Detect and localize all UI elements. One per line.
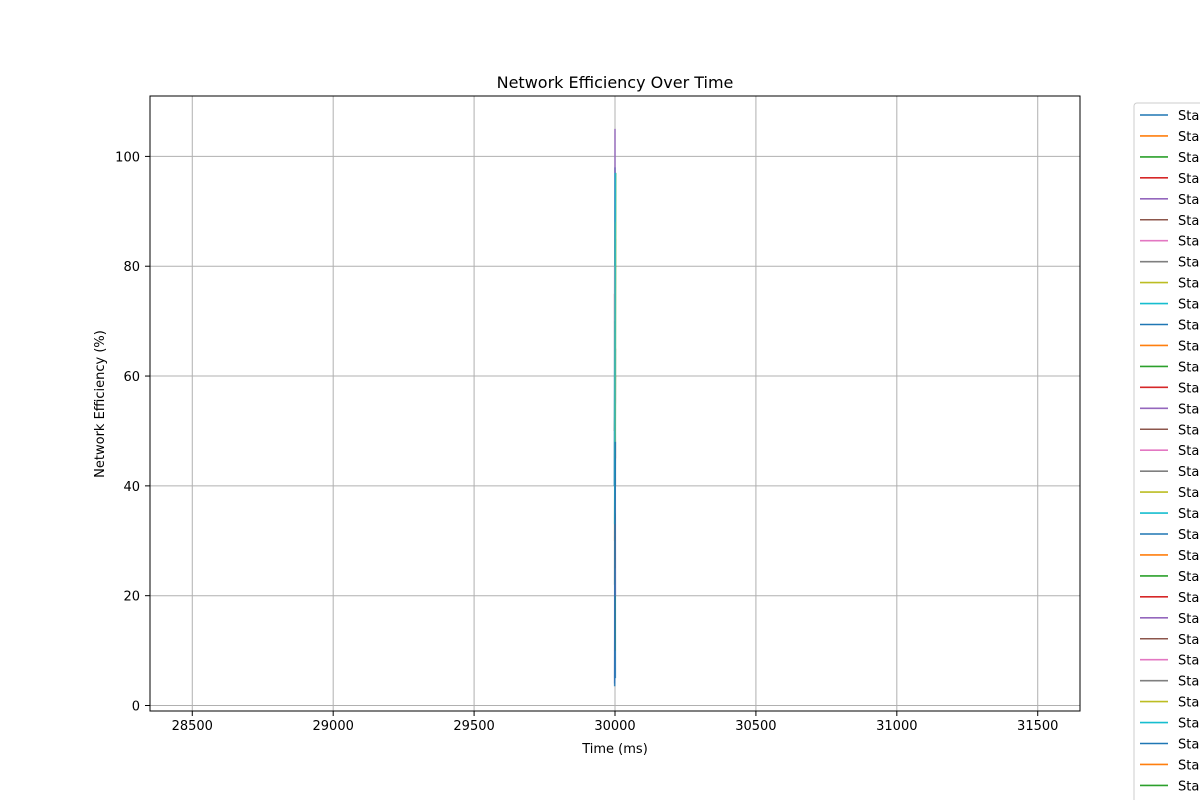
legend-label: Sta: [1178, 193, 1199, 208]
legend-label: Sta: [1178, 339, 1199, 354]
series-lines: [613, 128, 617, 687]
legend-label: Sta: [1178, 696, 1199, 711]
legend-label: Sta: [1178, 486, 1199, 501]
legend-label: Sta: [1178, 256, 1199, 271]
series-line: [613, 441, 617, 687]
legend-label: Sta: [1178, 633, 1199, 648]
legend-label: Sta: [1178, 360, 1199, 375]
x-tick-label: 30000: [594, 719, 635, 734]
legend-label: Sta: [1178, 109, 1199, 124]
y-tick-label: 80: [123, 260, 140, 275]
legend-label: Sta: [1178, 507, 1199, 522]
legend-label: Sta: [1178, 214, 1199, 229]
legend-label: Sta: [1178, 591, 1199, 606]
y-tick-label: 0: [132, 700, 140, 715]
series-line: [613, 172, 617, 525]
legend-label: Sta: [1178, 235, 1199, 250]
legend-label: Sta: [1178, 151, 1199, 166]
legend-label: Sta: [1178, 675, 1199, 690]
legend-label: Sta: [1178, 465, 1199, 480]
x-tick-label: 30500: [735, 719, 776, 734]
legend-label: Sta: [1178, 612, 1199, 627]
legend-label: Sta: [1178, 444, 1199, 459]
chart-title: Network Efficiency Over Time: [497, 73, 734, 92]
y-tick-label: 60: [123, 370, 140, 385]
legend-label: Sta: [1178, 549, 1199, 564]
y-tick-label: 20: [123, 590, 140, 605]
legend-box: [1133, 102, 1200, 800]
legend-label: Sta: [1178, 758, 1199, 773]
legend-label: Sta: [1178, 381, 1199, 396]
legend-label: Sta: [1178, 779, 1199, 794]
y-tick-label: 100: [115, 150, 140, 165]
legend: Sta Sta Sta Sta Sta Sta Sta Sta Sta Sta Sta Sta Sta S…: [1133, 102, 1200, 800]
x-tick-label: 31000: [876, 719, 917, 734]
x-tick-label: 29500: [453, 719, 494, 734]
legend-label: Sta: [1178, 528, 1199, 543]
legend-label: Sta: [1178, 570, 1199, 585]
x-axis-title: Time (ms): [581, 742, 648, 757]
y-axis-title: Network Efficiency (%): [93, 330, 108, 478]
x-tick-label: 31500: [1017, 719, 1058, 734]
legend-label: Sta: [1178, 717, 1199, 732]
legend-label: Sta: [1178, 402, 1199, 417]
legend-label: Sta: [1178, 319, 1199, 334]
legend-label: Sta: [1178, 423, 1199, 438]
y-tick-label: 40: [123, 480, 140, 495]
legend-label: Sta: [1178, 738, 1199, 753]
legend-label: Sta: [1178, 654, 1199, 669]
legend-label: Sta: [1178, 172, 1199, 187]
x-tick-label: 28500: [172, 719, 213, 734]
legend-label: Sta: [1178, 130, 1199, 145]
axis-ticks: 28500 29000 29500 30000 30500 31000 31500 0 20 40…: [115, 150, 1058, 734]
legend-label: Sta: [1178, 298, 1199, 313]
x-tick-label: 29000: [313, 719, 354, 734]
legend-label: Sta: [1178, 277, 1199, 292]
